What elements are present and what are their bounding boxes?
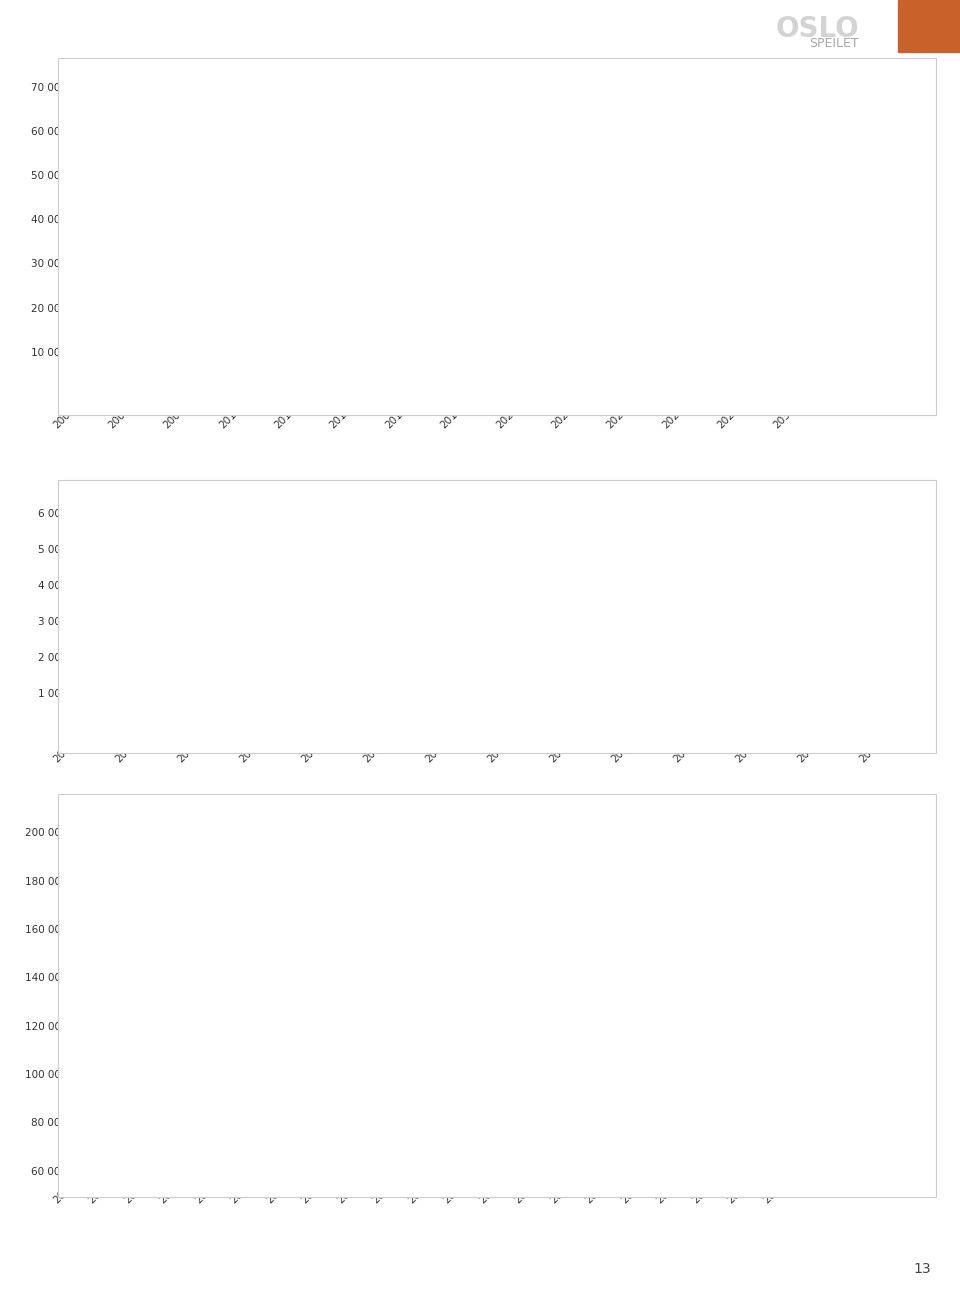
Text: SPEILET: SPEILET <box>809 36 859 49</box>
Text: 13: 13 <box>914 1263 931 1276</box>
Text: Befolkningsutvikling for personer 67–89 år. 1.1.2004–1.1.2030. Statistikk 2004–2: Befolkningsutvikling for personer 67–89 … <box>110 440 576 463</box>
Text: OSLO: OSLO <box>776 14 859 43</box>
Text: Figur 10:: Figur 10: <box>64 1211 118 1221</box>
Text: Figur 8:: Figur 8: <box>64 440 110 450</box>
Legend: Indre øst 2013, Indre vest 2013, Ytre vest 2013, Ytre øst 2013, Ytre sør 2013: Indre øst 2013, Indre vest 2013, Ytre ve… <box>807 826 931 907</box>
Text: Befolkningsutvikling for personer 90 år+. 1.1.2004–1.1.2030. Statistikk 2004–201: Befolkningsutvikling for personer 90 år+… <box>113 767 710 779</box>
Text: Befolkningsutvikling etter byområde 2004–2024.: Befolkningsutvikling etter byområde 2004… <box>120 1211 382 1223</box>
Text: Figur 9:: Figur 9: <box>64 767 110 778</box>
Legend: 67-79 år, 80-89 år: 67-79 år, 80-89 år <box>817 84 906 125</box>
